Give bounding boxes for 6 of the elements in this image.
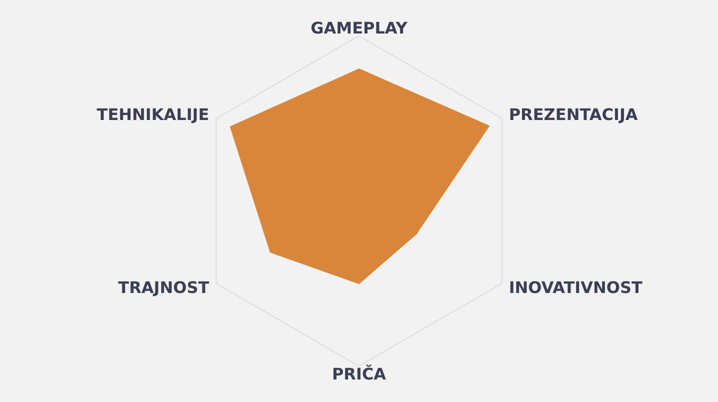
spoke-label: GAMEPLAY — [310, 18, 408, 38]
spoke-label: PRIČA — [332, 364, 387, 384]
spoke-label: PREZENTACIJA — [508, 105, 638, 124]
spoke-label: TEHNIKALIJE — [96, 105, 210, 124]
spoke-label: INOVATIVNOST — [508, 278, 643, 297]
spoke-label: TRAJNOST — [118, 278, 210, 297]
